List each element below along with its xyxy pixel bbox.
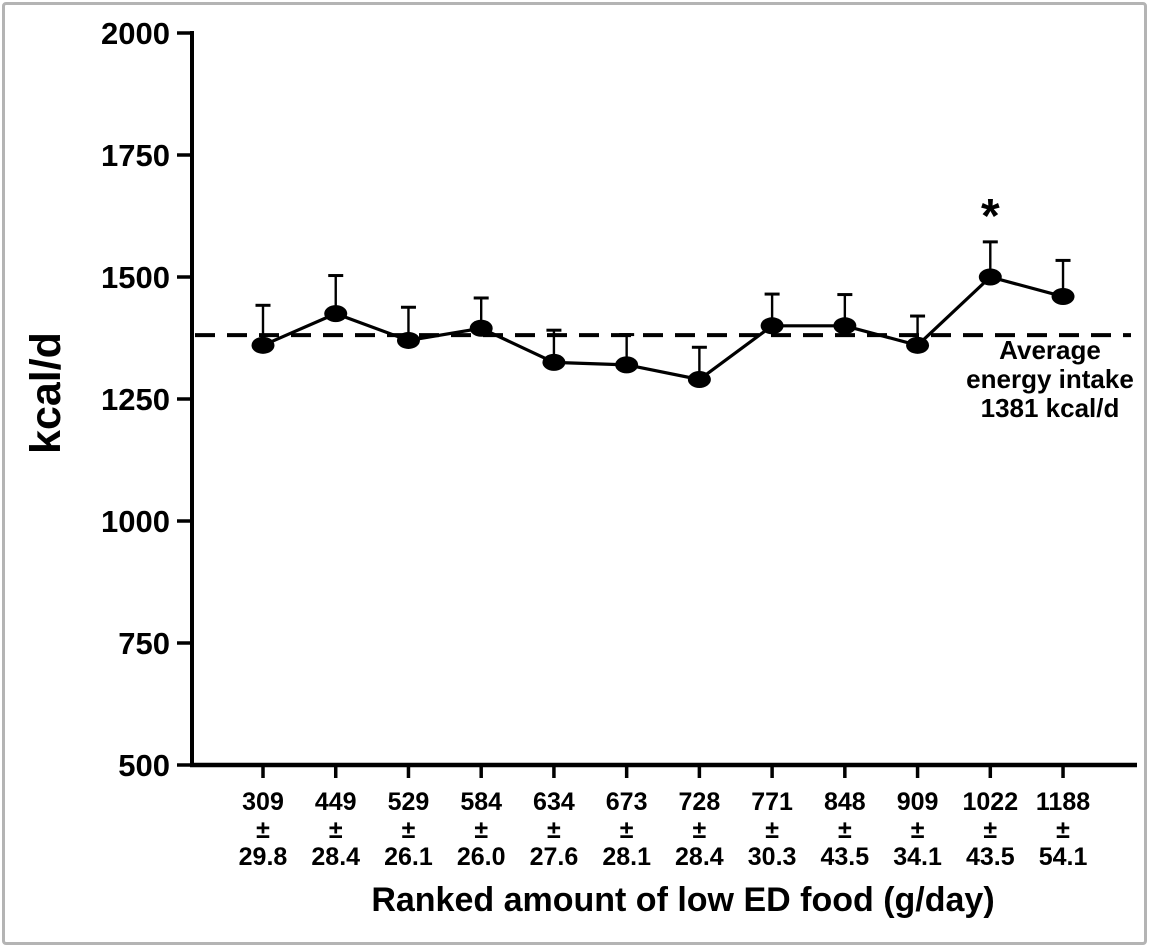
x-category-se: 28.1 [602, 843, 651, 871]
series-line [262, 275, 1064, 382]
y-tick-label: 1000 [101, 504, 170, 539]
plus-minus-symbol: ± [620, 816, 634, 844]
x-category-amount: 848 [824, 788, 866, 816]
data-point-marker [324, 305, 348, 323]
data-point-marker [687, 370, 711, 388]
plus-minus-symbol: ± [983, 816, 997, 844]
x-category-se: 34.1 [893, 843, 942, 871]
x-category-se: 43.5 [821, 843, 870, 871]
x-category-amount: 1188 [1036, 788, 1090, 816]
y-tick-label: 1250 [101, 382, 170, 417]
y-tick-label: 750 [118, 626, 170, 661]
y-tick-label: 1500 [101, 260, 170, 295]
x-category-amount: 529 [388, 788, 430, 816]
x-category-amount: 771 [751, 788, 793, 816]
data-point-marker [251, 336, 275, 354]
x-category-se: 26.1 [384, 843, 433, 871]
x-category-amount: 584 [460, 788, 502, 816]
x-category-se: 30.3 [748, 843, 797, 871]
x-category-amount: 673 [606, 788, 648, 816]
x-axis-title: Ranked amount of low ED food (g/day) [371, 881, 995, 919]
y-tick-label: 2000 [101, 16, 170, 51]
plus-minus-symbol: ± [765, 816, 779, 844]
x-category-amount: 449 [315, 788, 357, 816]
significance-asterisk: * [981, 190, 1000, 243]
data-point-marker [906, 336, 930, 354]
data-point-marker [542, 353, 566, 371]
x-category-se: 43.5 [966, 843, 1015, 871]
annotation-line-3: 1381 kcal/d [980, 393, 1120, 423]
x-category-se: 27.6 [530, 843, 579, 871]
plus-minus-symbol: ± [402, 816, 416, 844]
plus-minus-symbol: ± [693, 816, 707, 844]
plus-minus-symbol: ± [474, 816, 488, 844]
annotation-line-2: energy intake [966, 364, 1134, 394]
data-point-marker [978, 268, 1002, 286]
data-point-marker [615, 356, 639, 374]
annotation-line-1: Average [999, 335, 1101, 365]
x-category-amount: 309 [242, 788, 284, 816]
plus-minus-symbol: ± [256, 816, 270, 844]
data-point-marker [469, 319, 493, 337]
x-category-amount: 1022 [962, 788, 1018, 816]
average-annotation: Average energy intake 1381 kcal/d [950, 336, 1149, 423]
data-point-marker [833, 317, 857, 335]
x-category-amount: 909 [897, 788, 939, 816]
x-category-se: 54.1 [1039, 843, 1088, 871]
x-category-se: 28.4 [311, 843, 360, 871]
plus-minus-symbol: ± [838, 816, 852, 844]
x-category-se: 26.0 [457, 843, 506, 871]
x-category-se: 29.8 [239, 843, 288, 871]
x-category-amount: 634 [533, 788, 575, 816]
plus-minus-symbol: ± [329, 816, 343, 844]
plus-minus-symbol: ± [911, 816, 925, 844]
y-tick-label: 1750 [101, 138, 170, 173]
y-axis-title: kcal/d [22, 332, 70, 454]
data-point-marker [760, 317, 784, 335]
x-category-amount: 728 [679, 788, 721, 816]
data-point-marker [1051, 288, 1075, 306]
x-category-se: 28.4 [675, 843, 724, 871]
plus-minus-symbol: ± [547, 816, 561, 844]
data-point-marker [396, 331, 420, 349]
y-tick-label: 500 [118, 748, 170, 783]
plus-minus-symbol: ± [1056, 816, 1070, 844]
